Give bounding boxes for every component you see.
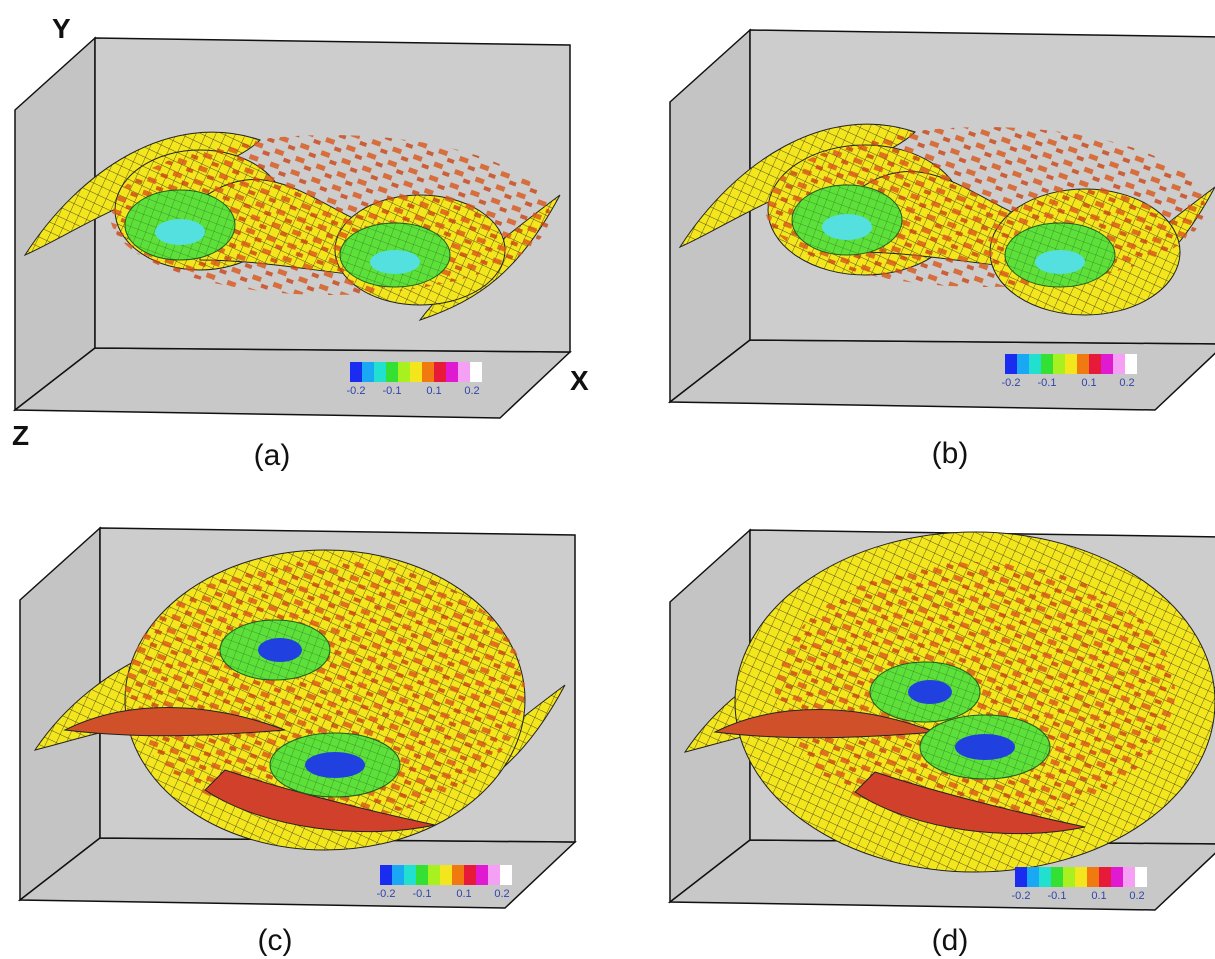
colorbar-swatch [1125, 354, 1137, 374]
axis-label-z: Z [12, 420, 29, 451]
panel-caption: (a) [254, 439, 291, 472]
colorbar-tick-label: 0.2 [1119, 377, 1134, 389]
colorbar-swatch [1099, 867, 1111, 887]
colorbar-tick-label: 0.1 [426, 385, 441, 397]
colorbar-tick-label: -0.1 [1048, 890, 1067, 902]
colorbar-swatch [374, 362, 386, 382]
colorbar-swatch [398, 362, 410, 382]
colorbar-swatch [362, 362, 374, 382]
colorbar-swatch [1017, 354, 1029, 374]
colorbar-swatch [458, 362, 470, 382]
colorbar-swatch [1041, 354, 1053, 374]
colorbar-swatch [1089, 354, 1101, 374]
colorbar-swatch [1063, 867, 1075, 887]
core-center [305, 752, 365, 778]
colorbar-tick-label: -0.2 [1002, 377, 1021, 389]
colorbar-swatch [410, 362, 422, 382]
colorbar-swatch [386, 362, 398, 382]
colorbar-tick-label: -0.2 [1012, 890, 1031, 902]
core-center [1035, 250, 1085, 274]
colorbar-tick-label: -0.1 [413, 888, 432, 900]
colorbar-tick-label: -0.2 [377, 888, 396, 900]
figure: -0.2-0.10.10.2(a)-0.2-0.10.10.2(b)-0.2-0… [0, 0, 1215, 959]
colorbar-tick-label: -0.2 [347, 385, 366, 397]
colorbar-swatch [1077, 354, 1089, 374]
colorbar-swatch [1053, 354, 1065, 374]
colorbar-swatch [1027, 867, 1039, 887]
colorbar-swatch [446, 362, 458, 382]
colorbar-swatch [1123, 867, 1135, 887]
colorbar-tick-label: 0.2 [494, 888, 509, 900]
colorbar-swatch [1065, 354, 1077, 374]
colorbar-swatch [1051, 867, 1063, 887]
colorbar-tick-label: 0.2 [1129, 890, 1144, 902]
colorbar-swatch [428, 865, 440, 885]
colorbar-swatch [440, 865, 452, 885]
colorbar-tick-label: 0.1 [456, 888, 471, 900]
colorbar-tick-label: 0.1 [1091, 890, 1106, 902]
colorbar-swatch [1113, 354, 1125, 374]
colorbar-swatch [1075, 867, 1087, 887]
panel-caption: (c) [258, 924, 293, 957]
panel: -0.2 -0.1 0.1 0.2 [670, 530, 1215, 910]
box-floor [15, 348, 570, 418]
panel-caption: (b) [932, 437, 969, 470]
colorbar-swatch [416, 865, 428, 885]
colorbar-swatch [434, 362, 446, 382]
colorbar-swatch [1005, 354, 1017, 374]
colorbar-swatch [392, 865, 404, 885]
colorbar-swatch [470, 362, 482, 382]
panel: -0.2 -0.1 0.1 0.2 [670, 30, 1215, 410]
axis-label-x: X [570, 365, 589, 396]
box-floor [670, 340, 1215, 410]
panel: -0.2 -0.1 0.1 0.2 [15, 38, 570, 418]
colorbar-swatch [1039, 867, 1051, 887]
colorbar-swatch [500, 865, 512, 885]
panel: -0.2 -0.1 0.1 0.2 [20, 528, 575, 908]
colorbar-swatch [1135, 867, 1147, 887]
core-center [370, 250, 420, 274]
colorbar-swatch [1015, 867, 1027, 887]
axis-label-y: Y [52, 13, 71, 44]
core-center [955, 734, 1015, 760]
core-center [258, 638, 302, 662]
colorbar-swatch [350, 362, 362, 382]
core-center [908, 680, 952, 704]
colorbar-swatch [1029, 354, 1041, 374]
core-center [155, 219, 205, 245]
panel-caption: (d) [932, 924, 969, 957]
colorbar-swatch [1101, 354, 1113, 374]
colorbar-swatch [404, 865, 416, 885]
core-center [822, 214, 872, 240]
colorbar-tick-label: 0.2 [464, 385, 479, 397]
colorbar-swatch [464, 865, 476, 885]
colorbar-swatch [1111, 867, 1123, 887]
colorbar-swatch [488, 865, 500, 885]
colorbar-swatch [452, 865, 464, 885]
colorbar-swatch [380, 865, 392, 885]
colorbar-swatch [476, 865, 488, 885]
colorbar-tick-label: 0.1 [1081, 377, 1096, 389]
colorbar-swatch [422, 362, 434, 382]
colorbar-swatch [1087, 867, 1099, 887]
colorbar-tick-label: -0.1 [383, 385, 402, 397]
colorbar-tick-label: -0.1 [1038, 377, 1057, 389]
